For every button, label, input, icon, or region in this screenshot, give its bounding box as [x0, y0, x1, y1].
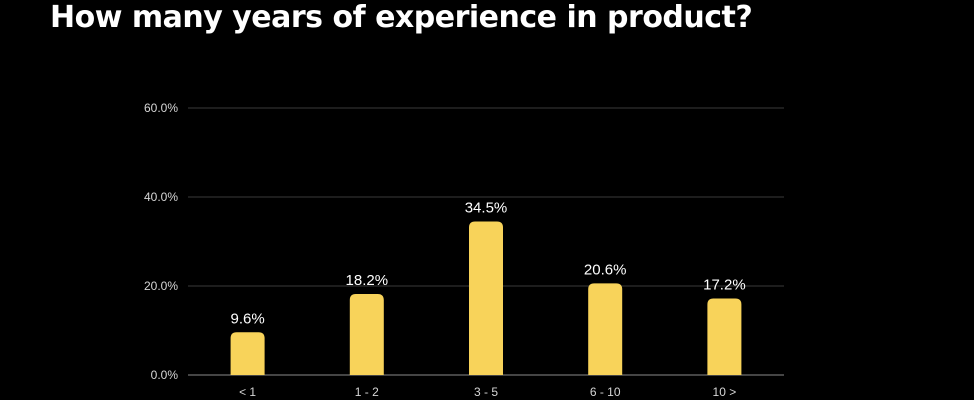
bar	[469, 221, 503, 375]
x-tick-label: 1 - 2	[355, 385, 379, 399]
x-axis-ticks: < 1 1 - 2 3 - 5 6 - 10 10 >	[239, 385, 736, 399]
bar	[349, 294, 384, 375]
x-tick-label: 10 >	[713, 385, 737, 399]
data-label: 17.2%	[703, 276, 746, 293]
y-axis-ticks: 0.0% 20.0% 40.0% 60.0%	[144, 101, 178, 382]
x-tick-label: 3 - 5	[474, 385, 498, 399]
x-tick-label: < 1	[239, 385, 256, 399]
y-tick-label: 0.0%	[151, 368, 179, 382]
bar	[588, 283, 623, 375]
bars	[230, 221, 742, 375]
data-label: 18.2%	[346, 272, 389, 289]
y-tick-label: 20.0%	[144, 279, 178, 293]
data-label: 9.6%	[230, 310, 264, 327]
y-tick-label: 60.0%	[144, 101, 178, 115]
bar	[230, 332, 265, 375]
data-labels: 9.6% 18.2% 34.5% 20.6% 17.2%	[230, 199, 745, 327]
x-tick-label: 6 - 10	[590, 385, 621, 399]
chart-title: How many years of experience in product?	[50, 0, 753, 35]
data-label: 34.5%	[465, 199, 508, 216]
y-tick-label: 40.0%	[144, 190, 178, 204]
bar	[707, 298, 742, 375]
data-label: 20.6%	[584, 261, 627, 278]
